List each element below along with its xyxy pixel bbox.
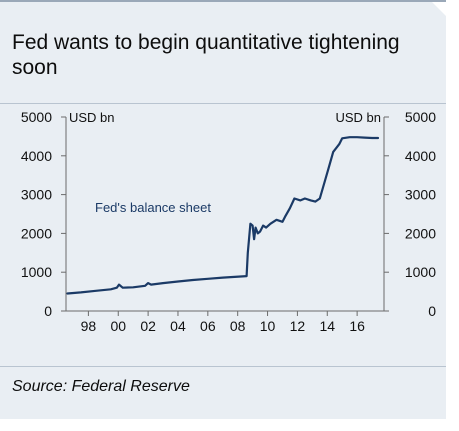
y-unit-label-right: USD bn (335, 110, 381, 125)
x-tick-label: 16 (349, 318, 365, 334)
y-unit-label-left: USD bn (69, 110, 115, 125)
y-tick-label-right: 4000 (405, 148, 436, 164)
source-note: Source: Federal Reserve (12, 378, 190, 395)
x-tick-label: 06 (200, 318, 216, 334)
y-tick-label-left: 0 (44, 303, 52, 319)
x-tick-label: 10 (260, 318, 276, 334)
y-tick-label-right: 2000 (405, 225, 436, 241)
x-tick-label: 98 (81, 318, 97, 334)
title-divider (0, 103, 446, 104)
panel-corner-cut (432, 2, 446, 16)
source-divider (0, 366, 446, 367)
x-tick-label: 12 (290, 318, 306, 334)
series-annotation: Fed's balance sheet (95, 200, 211, 215)
x-tick-label: 14 (319, 318, 335, 334)
y-tick-label-left: 5000 (21, 109, 52, 125)
y-tick-label-right: 5000 (405, 109, 436, 125)
y-tick-label-left: 2000 (21, 225, 52, 241)
y-tick-label-left: 4000 (21, 148, 52, 164)
x-tick-label: 04 (170, 318, 186, 334)
chart-panel: Fed wants to begin quantitative tighteni… (0, 0, 446, 419)
y-tick-label-right: 0 (428, 303, 436, 319)
y-tick-label-right: 1000 (405, 264, 436, 280)
series-line-balance-sheet (66, 136, 380, 295)
x-tick-label: 08 (230, 318, 246, 334)
y-tick-label-right: 3000 (405, 187, 436, 203)
y-tick-label-left: 3000 (21, 187, 52, 203)
chart-title: Fed wants to begin quantitative tighteni… (12, 31, 400, 79)
y-tick-label-left: 1000 (21, 264, 52, 280)
x-tick-label: 02 (140, 318, 156, 334)
x-tick-label: 00 (110, 318, 126, 334)
